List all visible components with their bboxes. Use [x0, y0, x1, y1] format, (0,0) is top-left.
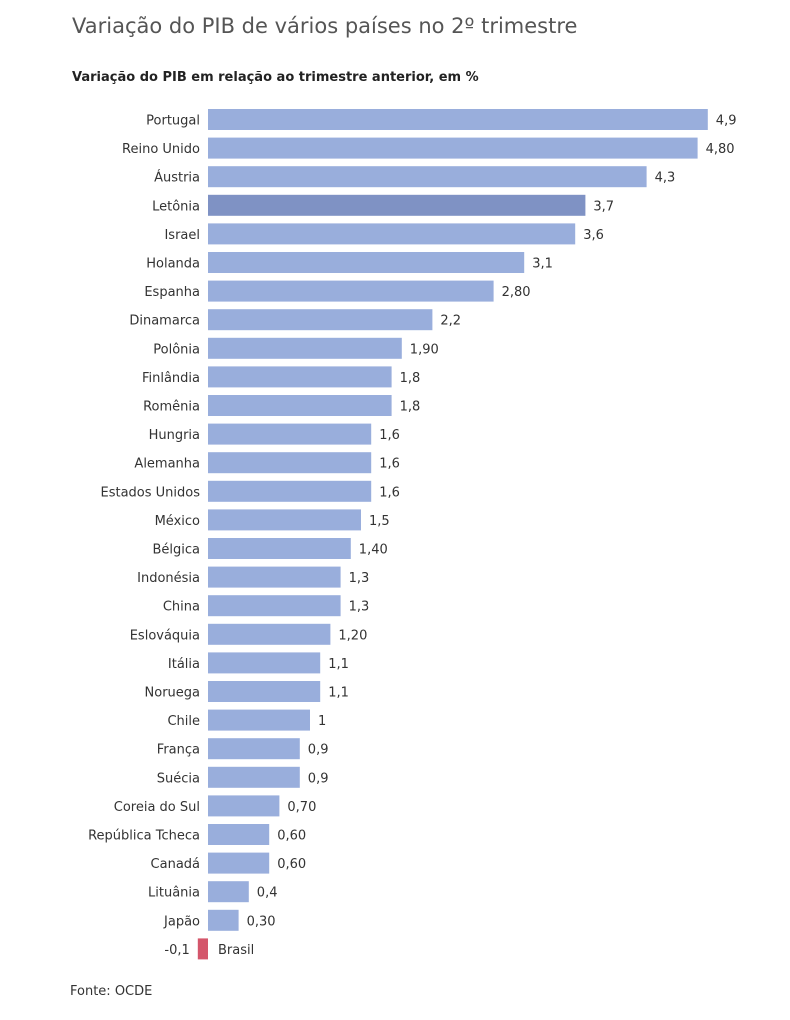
- bar-republica-tcheca: [208, 824, 270, 845]
- bar-italia: [208, 652, 321, 674]
- category-label-brasil: Brasil: [218, 943, 254, 958]
- value-label-israel: 3,6: [583, 228, 604, 243]
- bar-reino-unido: [208, 137, 698, 159]
- value-label-mexico: 1,5: [369, 514, 390, 529]
- bar-noruega: [208, 681, 321, 702]
- value-label-belgica: 1,40: [359, 543, 388, 558]
- value-label-coreia-do-sul: 0,70: [287, 800, 316, 815]
- category-label-espanha: Espanha: [144, 285, 200, 300]
- source-note: Fonte: OCDE: [70, 984, 153, 999]
- bar-brasil: [197, 938, 208, 960]
- category-label-indonesia: Indonésia: [137, 571, 200, 586]
- bar-estados-unidos: [208, 480, 372, 502]
- bar-alemanha: [208, 452, 372, 474]
- category-label-franca: França: [157, 743, 200, 758]
- bar-letonia: [208, 194, 586, 216]
- category-label-hungria: Hungria: [149, 428, 200, 443]
- category-label-belgica: Bélgica: [152, 543, 200, 558]
- bar-japao: [208, 909, 239, 931]
- value-label-noruega: 1,1: [328, 686, 349, 701]
- value-label-brasil: -0,1: [164, 943, 189, 958]
- bar-suecia: [208, 766, 300, 788]
- bar-romenia: [208, 395, 392, 416]
- value-label-alemanha: 1,6: [379, 457, 400, 472]
- category-label-finlandia: Finlândia: [142, 371, 200, 386]
- category-label-japao: Japão: [163, 914, 200, 929]
- bar-portugal: [208, 109, 708, 130]
- value-label-dinamarca: 2,2: [440, 314, 461, 329]
- value-label-hungria: 1,6: [379, 428, 400, 443]
- bar-dinamarca: [208, 309, 433, 331]
- value-label-canada: 0,60: [277, 857, 306, 872]
- category-label-portugal: Portugal: [146, 114, 200, 129]
- category-label-letonia: Letônia: [152, 199, 200, 214]
- category-label-canada: Canadá: [151, 857, 200, 872]
- bar-canada: [208, 852, 270, 874]
- value-label-letonia: 3,7: [593, 199, 614, 214]
- category-label-suecia: Suécia: [157, 771, 200, 786]
- value-label-suecia: 0,9: [308, 771, 329, 786]
- category-label-reino-unido: Reino Unido: [122, 142, 200, 157]
- category-label-republica-tcheca: República Tcheca: [88, 829, 200, 844]
- value-label-indonesia: 1,3: [349, 571, 370, 586]
- bar-indonesia: [208, 566, 341, 588]
- category-label-romenia: Romênia: [143, 400, 200, 415]
- chart-title: Variação do PIB de vários países no 2º t…: [72, 14, 578, 38]
- value-label-finlandia: 1,8: [400, 371, 421, 386]
- chart-subtitle: Variação do PIB em relação ao trimestre …: [72, 70, 479, 85]
- category-label-austria: Áustria: [154, 170, 200, 186]
- value-label-chile: 1: [318, 714, 326, 729]
- value-label-franca: 0,9: [308, 743, 329, 758]
- value-label-china: 1,3: [349, 600, 370, 615]
- bar-polonia: [208, 337, 402, 359]
- value-label-lituania: 0,4: [257, 886, 278, 901]
- value-label-portugal: 4,9: [716, 114, 737, 129]
- category-label-chile: Chile: [167, 714, 200, 729]
- bar-franca: [208, 738, 300, 760]
- bar-mexico: [208, 509, 361, 531]
- value-label-eslovaquia: 1,20: [338, 628, 367, 643]
- value-label-holanda: 3,1: [532, 257, 553, 272]
- category-label-italia: Itália: [168, 657, 200, 672]
- value-label-romenia: 1,8: [400, 400, 421, 415]
- bar-holanda: [208, 252, 525, 273]
- category-label-lituania: Lituânia: [148, 886, 200, 901]
- bar-coreia-do-sul: [208, 795, 280, 817]
- value-label-republica-tcheca: 0,60: [277, 829, 306, 844]
- category-label-alemanha: Alemanha: [134, 457, 200, 472]
- bar-israel: [208, 223, 576, 245]
- bar-lituania: [208, 881, 249, 903]
- category-label-holanda: Holanda: [146, 257, 200, 272]
- bar-belgica: [208, 538, 351, 559]
- category-label-mexico: México: [155, 514, 200, 529]
- bar-finlandia: [208, 366, 392, 388]
- value-label-italia: 1,1: [328, 657, 349, 672]
- bar-china: [208, 595, 341, 617]
- bar-espanha: [208, 280, 494, 302]
- category-label-estados-unidos: Estados Unidos: [100, 485, 200, 500]
- value-label-polonia: 1,90: [410, 342, 439, 357]
- category-label-coreia-do-sul: Coreia do Sul: [114, 800, 200, 815]
- bar-hungria: [208, 423, 372, 445]
- value-label-reino-unido: 4,80: [706, 142, 735, 157]
- value-label-austria: 4,3: [655, 171, 676, 186]
- category-label-israel: Israel: [164, 228, 200, 243]
- category-label-china: China: [163, 600, 200, 615]
- value-label-japao: 0,30: [247, 914, 276, 929]
- bar-chile: [208, 709, 310, 731]
- category-label-dinamarca: Dinamarca: [129, 314, 200, 329]
- category-label-eslovaquia: Eslováquia: [130, 628, 200, 643]
- bar-eslovaquia: [208, 623, 331, 645]
- bar-austria: [208, 166, 647, 188]
- value-label-espanha: 2,80: [502, 285, 531, 300]
- bar-chart: Portugal 4,9 Reino Unido 4,80 Áustria 4,3 Letô…: [88, 109, 737, 960]
- value-label-estados-unidos: 1,6: [379, 485, 400, 500]
- category-label-noruega: Noruega: [145, 686, 200, 701]
- category-label-polonia: Polônia: [153, 342, 200, 357]
